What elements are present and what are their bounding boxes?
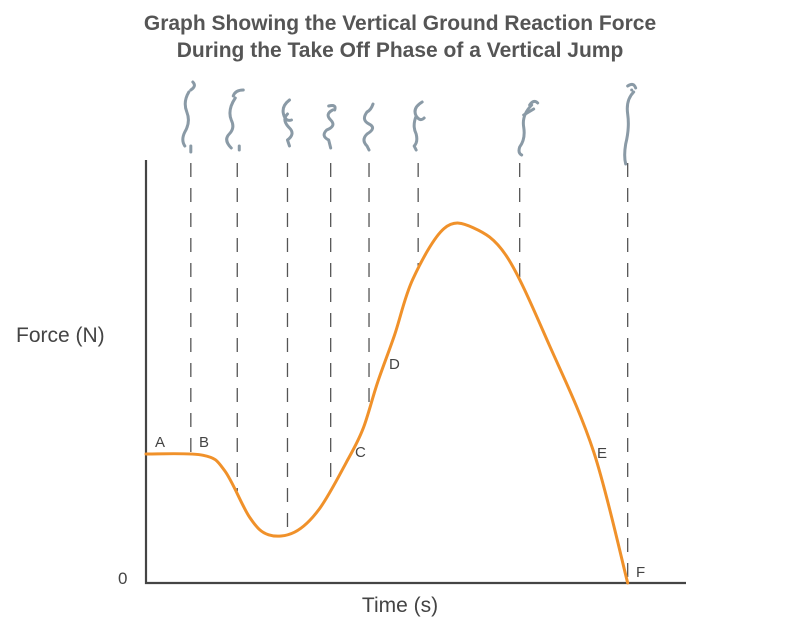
push-start-figure-icon <box>322 104 337 150</box>
point-label-f: F <box>636 564 645 581</box>
arm-swing-figure-icon <box>225 88 245 152</box>
extension-figure-icon <box>362 102 375 152</box>
near-takeoff-figure-icon <box>517 99 540 157</box>
chart-title-line-2: During the Take Off Phase of a Vertical … <box>177 39 624 62</box>
x-axis-label: Time (s) <box>362 594 438 617</box>
point-label-d: D <box>389 356 400 373</box>
point-label-c: C <box>355 444 366 461</box>
point-label-b: B <box>199 434 209 451</box>
crouch-start-figure-icon <box>181 80 196 154</box>
phase-guide-lines <box>190 163 629 578</box>
jump-phase-figures <box>181 80 638 166</box>
y-axis-label: Force (N) <box>16 324 105 347</box>
point-label-a: A <box>155 434 165 451</box>
takeoff-figure-icon <box>623 82 638 166</box>
y-tick-label-zero: 0 <box>118 569 127 588</box>
phase-point-labels: A B C D E F <box>155 356 645 581</box>
arm-raise-figure-icon <box>412 100 426 152</box>
deep-crouch-figure-icon <box>281 98 294 148</box>
force-curve-line <box>144 221 630 585</box>
chart-axes <box>144 160 686 585</box>
chart-title-line-1: Graph Showing the Vertical Ground Reacti… <box>144 12 656 35</box>
point-label-e: E <box>597 445 607 462</box>
